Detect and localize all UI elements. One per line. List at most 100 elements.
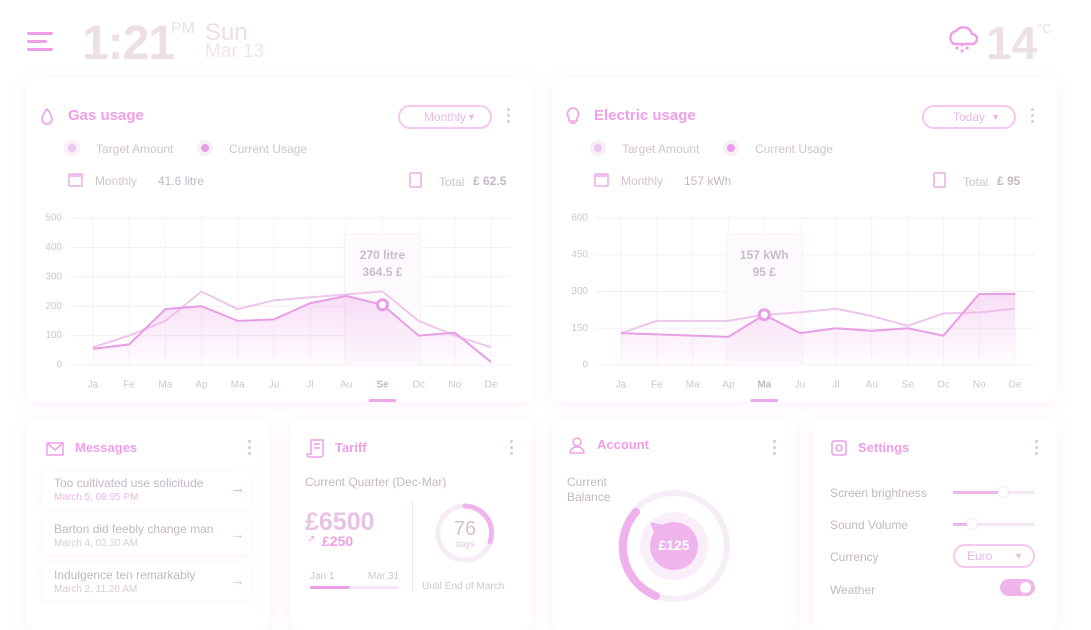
stat-label: Total — [963, 175, 989, 189]
x-tick-label: No — [448, 380, 461, 391]
days-ring — [435, 503, 495, 563]
message-date: March 5, 08.95 PM — [54, 492, 139, 503]
balance-gauge — [618, 490, 730, 602]
tooltip-text: 364.5 £ — [362, 265, 402, 279]
icon-shape — [566, 107, 580, 124]
x-tick-label: Ma — [231, 380, 245, 391]
message-text: Barton did feebly change man — [54, 522, 214, 536]
temperature-unit: °C — [1037, 21, 1052, 36]
user-icon — [569, 437, 585, 454]
x-tick-label: Se — [901, 380, 914, 391]
y-tick-label: 400 — [45, 242, 62, 253]
stat-value: 157 kWh — [684, 174, 732, 188]
period: Today — [952, 110, 986, 124]
bill-icon — [933, 172, 946, 188]
highlight-point — [375, 298, 389, 312]
legend-label: Target Amount — [622, 142, 700, 156]
menu[interactable] — [248, 440, 252, 458]
meridiem: PM — [171, 20, 195, 37]
card-title: Electric usage — [594, 107, 696, 124]
x-tick-label: Oc — [937, 380, 950, 391]
dot — [1031, 120, 1034, 123]
caret: ▼ — [467, 112, 476, 122]
stat-value: 41.6 litre — [158, 174, 205, 188]
legend-label: Target Amount — [96, 142, 174, 156]
menu[interactable] — [507, 108, 511, 126]
stat-label: Monthly — [621, 174, 664, 188]
tariff-card: Tariff Current Quarter (Dec-Mar) £6500 ↗… — [290, 420, 532, 630]
line — [620, 307, 1016, 335]
menu[interactable] — [1035, 440, 1039, 458]
setting-label: Currency — [830, 550, 879, 564]
period: Monthly — [423, 110, 467, 124]
y-tick-label: 300 — [571, 286, 588, 297]
area — [621, 293, 1015, 365]
date: Mar 13 — [205, 41, 265, 62]
message-date: March 4, 02.30 AM — [54, 538, 138, 549]
legend-label: Current Usage — [755, 142, 834, 156]
x-tick-label: Au — [866, 380, 878, 391]
account-card: Account Current Balance £125 — [552, 420, 796, 630]
calendar-icon — [68, 173, 83, 187]
menu[interactable] — [510, 440, 514, 458]
stat-label: Monthly — [95, 174, 138, 188]
temperature: 14 — [986, 17, 1038, 69]
message[interactable]: Too cultivated use solicitude March 5, 0… — [42, 472, 250, 508]
amount: £6500 — [305, 508, 375, 536]
line — [92, 294, 492, 363]
x-tick-label: Ja — [88, 380, 99, 391]
caret: ▼ — [991, 112, 1000, 122]
settings-icon — [831, 440, 847, 456]
y-tick-label: 500 — [45, 213, 62, 224]
slider[interactable] — [953, 487, 1035, 497]
period-select[interactable]: Monthly ▼ — [398, 105, 492, 129]
legend-dot — [201, 144, 209, 152]
arrow: → — [230, 572, 245, 589]
setting-label: Sound Volume — [830, 518, 909, 532]
legend-dot — [68, 144, 76, 152]
tooltip-text: 270 litre — [360, 248, 406, 262]
x-tick-label: Fe — [123, 380, 135, 391]
tooltip-text: 95 £ — [753, 265, 777, 279]
x-tick-label: Fe — [651, 380, 663, 391]
x-tick-label: De — [1009, 380, 1022, 391]
slider[interactable] — [953, 519, 1035, 529]
message-text: Too cultivated use solicitude — [54, 476, 204, 490]
currency-select[interactable]: Euro ▼ — [953, 544, 1035, 568]
x-tick-label: Ap — [195, 380, 208, 391]
period-select[interactable]: Today ▼ — [922, 105, 1016, 129]
subtitle: Current Quarter (Dec-Mar) — [305, 475, 447, 489]
card-title: Settings — [858, 440, 910, 455]
electric-card: Electric usage Today ▼ Target Amount Current… — [552, 78, 1057, 402]
settings-card: Settings Screen brightness Sound Volume … — [813, 420, 1057, 630]
weekday: Sun — [205, 19, 248, 46]
message[interactable]: Barton did feebly change man March 4, 02… — [42, 518, 250, 554]
stat-label: Total — [439, 175, 465, 189]
card-title: Account — [597, 437, 649, 452]
menu[interactable] — [773, 440, 777, 458]
menu[interactable] — [1031, 108, 1035, 126]
menu-icon[interactable] — [27, 32, 53, 51]
arrow: → — [230, 526, 245, 543]
x-tick-label: Au — [340, 380, 352, 391]
dot — [507, 114, 510, 117]
icon-shape — [41, 107, 53, 125]
x-tick-label: Oc — [412, 380, 425, 391]
mail-icon — [46, 442, 64, 456]
legend-label: Current Usage — [229, 142, 308, 156]
y-tick-label: 100 — [45, 330, 62, 341]
x-tick-label: Ja — [616, 380, 627, 391]
setting-label: Weather — [830, 583, 876, 597]
messages-card: Messages Too cultivated use solicitude M… — [26, 420, 270, 630]
y-tick-label: 600 — [571, 213, 588, 224]
dot — [1031, 114, 1034, 117]
selected-underline — [368, 399, 397, 402]
change: £250 — [322, 533, 354, 549]
toggle[interactable] — [1000, 579, 1035, 596]
x-tick-label: Jl — [832, 380, 839, 391]
tooltip-text: 157 kWh — [740, 248, 789, 262]
message[interactable]: Indulgence ten remarkably March 2, 11.20… — [42, 564, 250, 600]
y-tick-label: 450 — [571, 249, 588, 260]
message-text: Indulgence ten remarkably — [54, 568, 196, 582]
card-icon — [41, 107, 53, 125]
